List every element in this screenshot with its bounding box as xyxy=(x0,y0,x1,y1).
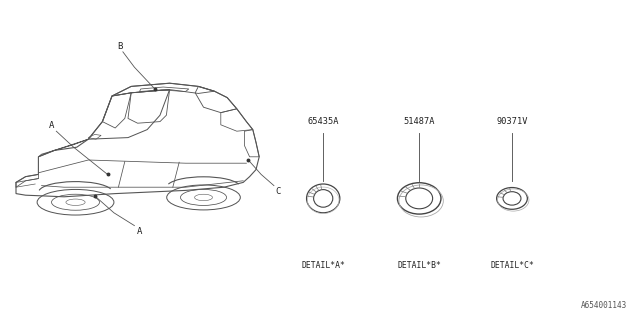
Text: A: A xyxy=(137,227,142,236)
Text: C: C xyxy=(276,187,281,196)
Text: A654001143: A654001143 xyxy=(581,301,627,310)
Text: 90371V: 90371V xyxy=(496,117,528,126)
Text: DETAIL*B*: DETAIL*B* xyxy=(397,261,441,270)
Text: DETAIL*A*: DETAIL*A* xyxy=(301,261,345,270)
Text: A: A xyxy=(49,121,54,130)
Text: B: B xyxy=(118,42,123,51)
Text: 65435A: 65435A xyxy=(307,117,339,126)
Text: 51487A: 51487A xyxy=(403,117,435,126)
Text: DETAIL*C*: DETAIL*C* xyxy=(490,261,534,270)
